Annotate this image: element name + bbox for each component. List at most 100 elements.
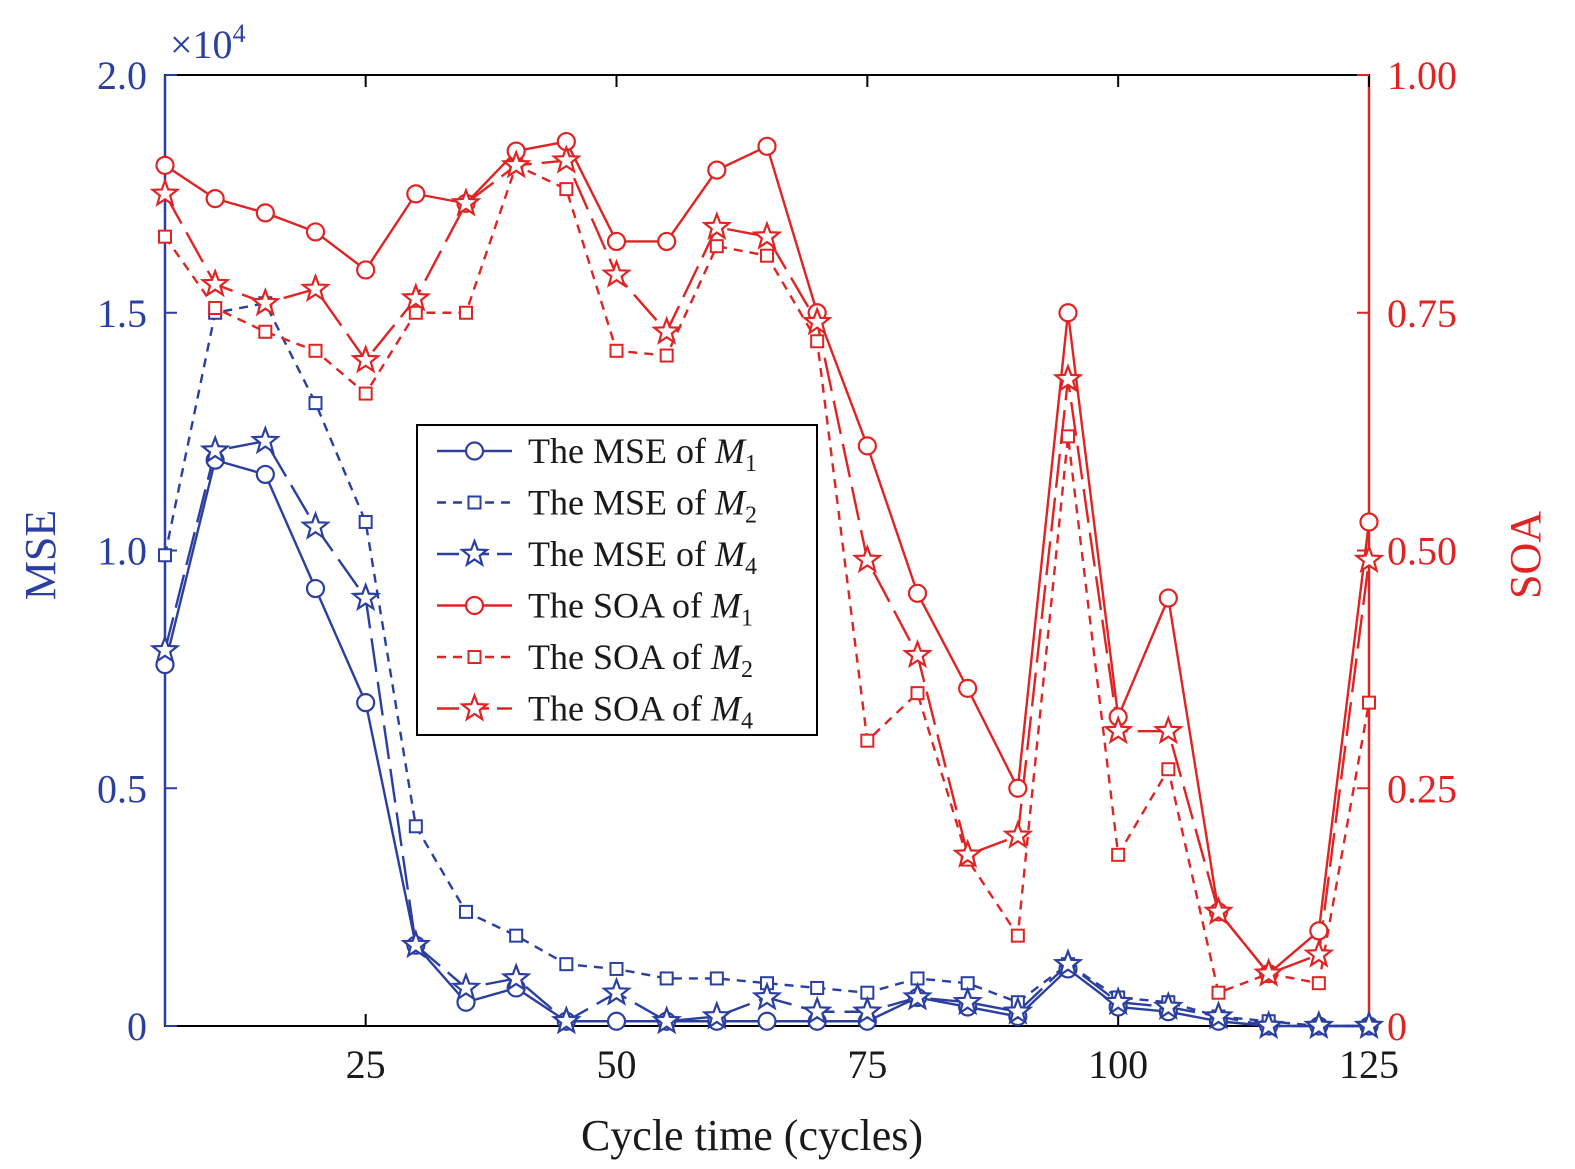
series-5-point (810, 334, 825, 349)
series-6-point (400, 282, 432, 312)
series-1-point (757, 1011, 777, 1031)
series-5-point (308, 343, 323, 358)
series-5-point (760, 248, 774, 263)
x-tick-label: 100 (1088, 1042, 1148, 1087)
series-4-point (1309, 921, 1329, 941)
series-3-point (751, 981, 783, 1011)
series-6-point (1002, 819, 1034, 849)
y-right-tick-label: 0.75 (1387, 291, 1457, 336)
series-4-point (255, 203, 275, 223)
series-6-point (500, 149, 532, 179)
series-3-point (801, 995, 833, 1025)
series-6-point (801, 306, 833, 336)
series-3-point (1203, 1000, 1234, 1030)
series-4-point (657, 231, 677, 252)
legend-label: The SOA of M4 (528, 689, 753, 735)
series-5-point (709, 239, 724, 254)
series-3-point (350, 581, 382, 612)
legend-label: The MSE of M4 (528, 534, 757, 580)
series-6-point (1152, 715, 1184, 745)
series-4-point (406, 184, 426, 204)
series-4-point (356, 260, 376, 280)
legend-label: The SOA of M1 (528, 586, 753, 632)
series-1-point (255, 464, 275, 485)
series-2-point (509, 928, 524, 943)
y-right-tick-label: 0.50 (1387, 529, 1457, 574)
series-4-point (757, 136, 777, 156)
series-6-point (751, 220, 783, 250)
series-3-point (701, 1000, 733, 1030)
y-left-tick-label: 0 (127, 1004, 147, 1049)
series-6-point (1102, 715, 1134, 745)
left-axis-label: MSE (16, 510, 65, 600)
legend-marker (467, 495, 482, 510)
legend-marker (467, 650, 482, 664)
series-1-point (305, 578, 326, 599)
series-3-point (1052, 948, 1084, 978)
series-3-point (651, 1005, 683, 1035)
series-4-point (155, 155, 175, 175)
series-3-point (300, 510, 331, 540)
series-2-point (709, 971, 724, 986)
series-6-point (851, 543, 883, 574)
legend-marker (464, 595, 485, 616)
series-6-point (450, 187, 482, 217)
series-4-point (205, 189, 225, 209)
legend: The MSE of M1 The MSE of M2 The MSE of M4 T… (416, 424, 818, 736)
series-2-point (810, 980, 825, 995)
series-3-point (400, 929, 432, 959)
series-3-point (199, 434, 231, 464)
series-5-point (1010, 928, 1025, 943)
series-6-point (952, 838, 984, 868)
series-3-point (500, 962, 532, 992)
series-3-point (1253, 1009, 1285, 1040)
series-1-point (356, 693, 376, 713)
series-6-point (1052, 363, 1084, 393)
series-5-point (910, 686, 925, 701)
series-2-point (609, 961, 624, 976)
series-5-point (408, 305, 423, 320)
x-tick-label: 25 (346, 1042, 386, 1087)
y-left-tick-label: 1.0 (97, 529, 147, 574)
series-5-point (659, 348, 674, 363)
y-right-tick-label: 0 (1387, 1004, 1407, 1049)
series-4-point (606, 231, 627, 252)
series-3-point (550, 1005, 582, 1035)
series-3-point (1303, 1009, 1335, 1040)
legend-label: The MSE of M1 (528, 431, 757, 477)
x-axis-label: Cycle time (cycles) (581, 1111, 923, 1160)
series-6-point (902, 638, 933, 669)
series-6-point (701, 211, 733, 241)
series-3-point (952, 986, 984, 1016)
series-6-point (350, 344, 382, 374)
series-2-point (308, 396, 323, 411)
series-5-point (158, 229, 172, 244)
series-6-point (601, 258, 632, 288)
series-5-point (208, 300, 223, 315)
series-2-point (659, 971, 674, 986)
y-left-tick-label: 2.0 (97, 53, 147, 98)
y-right-tick-label: 1.00 (1387, 53, 1457, 98)
series-3-point (601, 976, 632, 1006)
series-5-point (1311, 976, 1326, 991)
series-6-point (249, 287, 281, 317)
y-left-tick-label: 0.5 (97, 766, 147, 811)
legend-marker (459, 537, 490, 568)
series-6-point (199, 268, 231, 298)
series-5-point (1161, 762, 1176, 777)
series-5-point (1061, 429, 1075, 444)
series-2-point (358, 514, 373, 529)
series-4-point (907, 583, 928, 603)
series-5-point (258, 324, 273, 339)
y-right-tick-label: 0.25 (1387, 766, 1457, 811)
series-3-point (450, 971, 482, 1002)
series-4-point (305, 222, 326, 242)
series-6-point (300, 272, 331, 303)
x-tick-label: 75 (847, 1042, 887, 1087)
series-6-point (1203, 895, 1234, 925)
series-5-point (559, 182, 574, 197)
series-4-point (1058, 303, 1078, 323)
legend-marker (459, 692, 490, 722)
series-5-point (459, 305, 473, 320)
series-3-point (249, 424, 281, 455)
